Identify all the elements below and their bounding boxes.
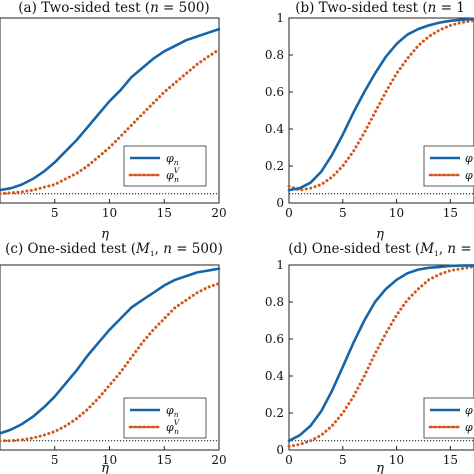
panel-b-title: (b) Two-sided test (n = 1 [295,0,465,16]
panel-d-ytick-label: 1 [276,258,284,272]
panel-c-xtick-label: 5 [51,453,59,467]
panel-d-xtick-label: 15 [443,453,458,467]
panel-b-ytick-label: 0 [276,196,284,210]
panel-a-legend-label-phi-nv: φV n [166,166,181,184]
panel-d-ytick-label: 0 [276,443,284,457]
panel-b-xtick-label: 10 [389,206,404,220]
panel-b-xlabel: η [376,227,384,242]
panel-d-axes-box [288,264,474,451]
panel-b-series-phi-n-line [287,17,474,192]
panel-b-ytick-label: 0.4 [265,122,284,136]
panel-c-series-phi-n-line [0,267,221,435]
panel-c-legend: φn φV n [123,397,207,439]
panel-b-axes-box [288,17,474,204]
panel-c-series-phi-nv-line [0,282,221,443]
panel-c: (c) One-sided test (M1, n = 500) 5 10 15 20… [0,241,227,474]
panel-c-legend-box [123,397,207,439]
panel-c-xlabel: η [101,461,109,474]
panel-b-xtick-label: 15 [443,206,458,220]
panel-b-ytick-label: 0.8 [265,48,284,62]
panel-a: (a) Two-sided test (n = 500) 5 10 15 20 η φ… [0,0,227,242]
panel-d-xtick-label: 10 [389,453,404,467]
panel-b-series-phi-nv-line [287,19,474,192]
panel-b-xtick-label: 0 [285,206,293,220]
panel-a-legend: φn φV n [123,145,207,187]
panel-d: (d) One-sided test (M1, n = 0 5 10 15 0 0.2 0.… [265,241,474,474]
panel-c-plot: 5 10 15 20 [0,267,227,467]
panel-d-xlabel: η [376,461,384,474]
panel-c-title: (c) One-sided test (M1, n = 500) [5,241,223,258]
panel-d-title: (d) One-sided test (M1, n = [288,241,471,258]
panel-d-series-phi-nv-line [287,265,474,448]
panel-d-ytick-label: 0.2 [265,406,284,420]
panel-a-xtick-label: 5 [51,206,59,220]
panel-d-legend: φ φ [423,397,474,439]
panel-a-xtick-label: 20 [211,206,226,220]
panel-d-xtick-label: 5 [339,453,347,467]
panel-c-legend-label-phi-nv: φV n [166,418,181,436]
panel-d-plot: 0 5 10 15 0 0.2 0.4 0.6 0.8 1 [265,258,474,467]
panel-a-xtick-label: 10 [102,206,117,220]
panel-c-xtick-label: 15 [157,453,172,467]
panel-b: (b) Two-sided test (n = 1 0 5 10 1500.20.40… [265,0,474,242]
panel-a-series-phi-n-line [0,27,221,192]
panel-b-plot: 0 5 10 15 0 0.2 0.4 0.6 0.8 1 [265,11,474,220]
panel-b-xtick-label: 5 [339,206,347,220]
panel-b-legend-label-phi-nv: φ [465,169,473,182]
panel-c-xtick-label: 20 [211,453,226,467]
panel-d-legend-label-phi-nv: φ [465,421,473,434]
panel-b-legend: φ φ [423,145,474,187]
panel-c-xtick-label: 10 [102,453,117,467]
panel-d-ytick-label: 0.6 [265,332,284,346]
panel-d-legend-box [423,397,474,439]
panel-b-legend-box [423,145,474,187]
panel-b-ytick-label: 1 [276,11,284,25]
panel-d-ytick-label: 0.4 [265,369,284,383]
panel-b-ytick-label: 0.2 [265,159,284,173]
panel-a-xtick-label: 15 [157,206,172,220]
panel-b-legend-label-phi-n: φ [465,152,473,165]
panel-a-legend-box [123,145,207,187]
panel-d-xtick-label: 0 [285,453,293,467]
panel-b-ytick-label: 0.6 [265,85,284,99]
panel-a-plot: 5 10 15 20 [0,27,227,220]
panel-a-xlabel: η [101,227,109,242]
panel-a-title: (a) Two-sided test (n = 500) [18,0,209,16]
panel-a-series-phi-nv-line [0,48,221,196]
panel-d-legend-label-phi-n: φ [465,404,473,417]
panel-d-ytick-label: 0.8 [265,295,284,309]
panel-d-series-phi-n-line [287,264,474,443]
